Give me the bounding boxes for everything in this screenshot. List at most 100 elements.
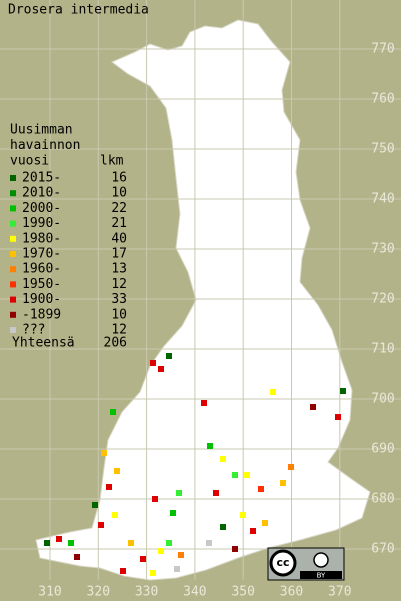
square: [170, 510, 176, 516]
y-grid-label: 760: [371, 92, 394, 107]
square: [101, 450, 107, 456]
legend-swatch: [10, 251, 16, 257]
square: [262, 520, 268, 526]
legend-swatch: [10, 220, 16, 227]
square: [178, 552, 184, 558]
square: [258, 486, 264, 492]
legend-label: 2010-: [22, 186, 61, 201]
square: [166, 540, 172, 546]
square: [140, 556, 146, 562]
square: [114, 468, 120, 474]
square: [98, 522, 104, 528]
by-icon: [313, 552, 329, 568]
square: [340, 388, 346, 394]
square: [106, 484, 112, 490]
legend-count: 10: [111, 307, 127, 322]
y-grid-label: 690: [371, 442, 394, 457]
square: [206, 540, 212, 546]
square: [270, 389, 276, 395]
square: [158, 366, 164, 372]
square: [288, 464, 294, 470]
legend-heading: havainnon: [10, 138, 80, 153]
legend-count: 22: [111, 201, 127, 216]
square: [74, 554, 80, 560]
legend-label: 1990-: [22, 216, 61, 231]
square: [158, 548, 164, 554]
square: [150, 570, 156, 576]
legend-label: 1980-: [22, 231, 61, 246]
square: [56, 536, 62, 542]
y-grid-label: 710: [371, 342, 394, 357]
y-grid-label: 720: [371, 292, 394, 307]
license-badge: cc BY: [267, 547, 345, 581]
square: [220, 524, 226, 530]
legend-heading: Uusimman: [10, 123, 73, 138]
square: [176, 490, 182, 496]
legend-label: 1950-: [22, 277, 61, 292]
legend-label: 2000-: [22, 201, 61, 216]
total-label: Yhteensä: [12, 336, 75, 351]
square: [213, 490, 219, 496]
y-grid-label: 670: [371, 542, 394, 557]
x-grid-label: 310: [38, 585, 61, 600]
badge-strip: [300, 571, 342, 579]
square: [166, 353, 172, 359]
square: [207, 443, 213, 449]
legend-count: 17: [111, 247, 127, 262]
legend-label: ???: [22, 323, 45, 338]
y-grid-label: 770: [371, 42, 394, 57]
square: [232, 546, 238, 552]
square: [240, 512, 246, 518]
legend-count: 40: [111, 231, 127, 246]
cc-circle: [269, 549, 297, 577]
legend-label: -1899: [22, 307, 61, 322]
legend-swatch: [10, 190, 16, 197]
legend-swatch: [10, 311, 16, 318]
square: [244, 472, 250, 478]
legend-label: 1960-: [22, 262, 61, 277]
square: [280, 480, 286, 486]
legend-heading: vuosi: [10, 154, 49, 169]
observation-squares: [44, 353, 346, 576]
x-grid-label: 320: [87, 585, 110, 600]
cc-icon: cc: [276, 556, 289, 569]
y-grid-label: 700: [371, 392, 394, 407]
square: [44, 540, 50, 546]
square: [120, 568, 126, 574]
square: [150, 360, 156, 366]
x-grid-label: 330: [135, 585, 158, 600]
square: [110, 409, 116, 415]
square: [310, 404, 316, 410]
legend-count-heading: lkm: [100, 154, 124, 169]
y-grid-label: 750: [371, 142, 394, 157]
square: [201, 400, 207, 406]
legend-count: 13: [111, 262, 127, 277]
total-count: 206: [104, 336, 127, 351]
square: [112, 512, 118, 518]
legend-count: 16: [111, 171, 127, 186]
legend-swatch: [10, 205, 16, 212]
x-grid-label: 360: [280, 585, 303, 600]
legend-count: 12: [111, 277, 127, 292]
legend-swatch: [10, 327, 16, 333]
legend-swatch: [10, 281, 16, 288]
square: [220, 456, 226, 462]
legend-label: 1900-: [22, 292, 61, 307]
square: [92, 502, 98, 508]
legend-swatch: [10, 235, 16, 242]
legend-swatch: [10, 266, 16, 273]
square: [335, 414, 341, 420]
y-grid-label: 740: [371, 192, 394, 207]
square: [152, 496, 158, 502]
y-grid-label: 730: [371, 242, 394, 257]
legend-count: 12: [111, 323, 127, 338]
legend-count: 21: [111, 216, 127, 231]
legend-label: 1970-: [22, 247, 61, 262]
square: [250, 528, 256, 534]
legend-count: 33: [111, 292, 127, 307]
x-grid-label: 350: [231, 585, 254, 600]
legend-swatch: [10, 175, 16, 181]
x-grid-label: 370: [328, 585, 351, 600]
